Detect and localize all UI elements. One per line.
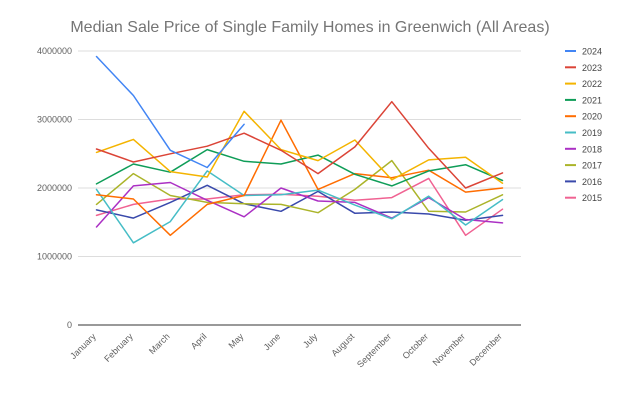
series-line-2016 xyxy=(95,184,504,221)
x-tick-label: April xyxy=(189,331,209,351)
y-tick-label: 3000000 xyxy=(37,115,72,125)
legend: 2024 2023 2022 2021 2020 2019 2018 2017 2016 2015 xyxy=(565,47,602,203)
series-line-2024 xyxy=(95,55,245,169)
legend-label-2020: 2020 xyxy=(582,112,602,122)
legend-label-2019: 2019 xyxy=(582,128,602,138)
y-tick-label: 1000000 xyxy=(37,252,72,262)
legend-label-2022: 2022 xyxy=(582,79,602,89)
y-axis-ticks: 0 1000000 2000000 3000000 4000000 xyxy=(37,46,72,330)
series-line-2020 xyxy=(95,119,504,237)
legend-label-2017: 2017 xyxy=(582,161,602,171)
legend-label-2021: 2021 xyxy=(582,95,602,105)
x-tick-label: December xyxy=(468,331,504,367)
gridlines xyxy=(78,50,521,326)
legend-label-2024: 2024 xyxy=(582,47,602,57)
x-tick-label: May xyxy=(226,331,245,350)
series-lines xyxy=(95,55,504,244)
x-tick-label: February xyxy=(102,331,135,364)
x-axis-ticks: January February March April May June July Augu… xyxy=(68,331,504,370)
chart-title: Median Sale Price of Single Family Homes… xyxy=(70,19,549,36)
series-line-2023 xyxy=(95,100,504,189)
legend-label-2018: 2018 xyxy=(582,144,602,154)
y-tick-label: 4000000 xyxy=(37,46,72,56)
legend-label-2016: 2016 xyxy=(582,177,602,187)
x-tick-label: January xyxy=(68,331,98,361)
series-line-2017 xyxy=(95,159,504,214)
series-line-2018 xyxy=(95,181,504,228)
series-line-2022 xyxy=(95,110,504,184)
y-tick-label: 0 xyxy=(67,320,72,330)
x-tick-label: March xyxy=(147,331,172,356)
legend-label-2015: 2015 xyxy=(582,193,602,203)
x-tick-label: June xyxy=(262,331,283,352)
legend-label-2023: 2023 xyxy=(582,63,602,73)
x-tick-label: November xyxy=(431,331,467,367)
y-tick-label: 2000000 xyxy=(37,183,72,193)
x-tick-label: September xyxy=(355,331,393,369)
series-line-2019 xyxy=(95,170,504,244)
x-tick-label: July xyxy=(301,331,320,350)
x-tick-label: October xyxy=(400,331,430,361)
x-tick-label: August xyxy=(329,331,356,358)
series-line-2021 xyxy=(95,148,504,187)
